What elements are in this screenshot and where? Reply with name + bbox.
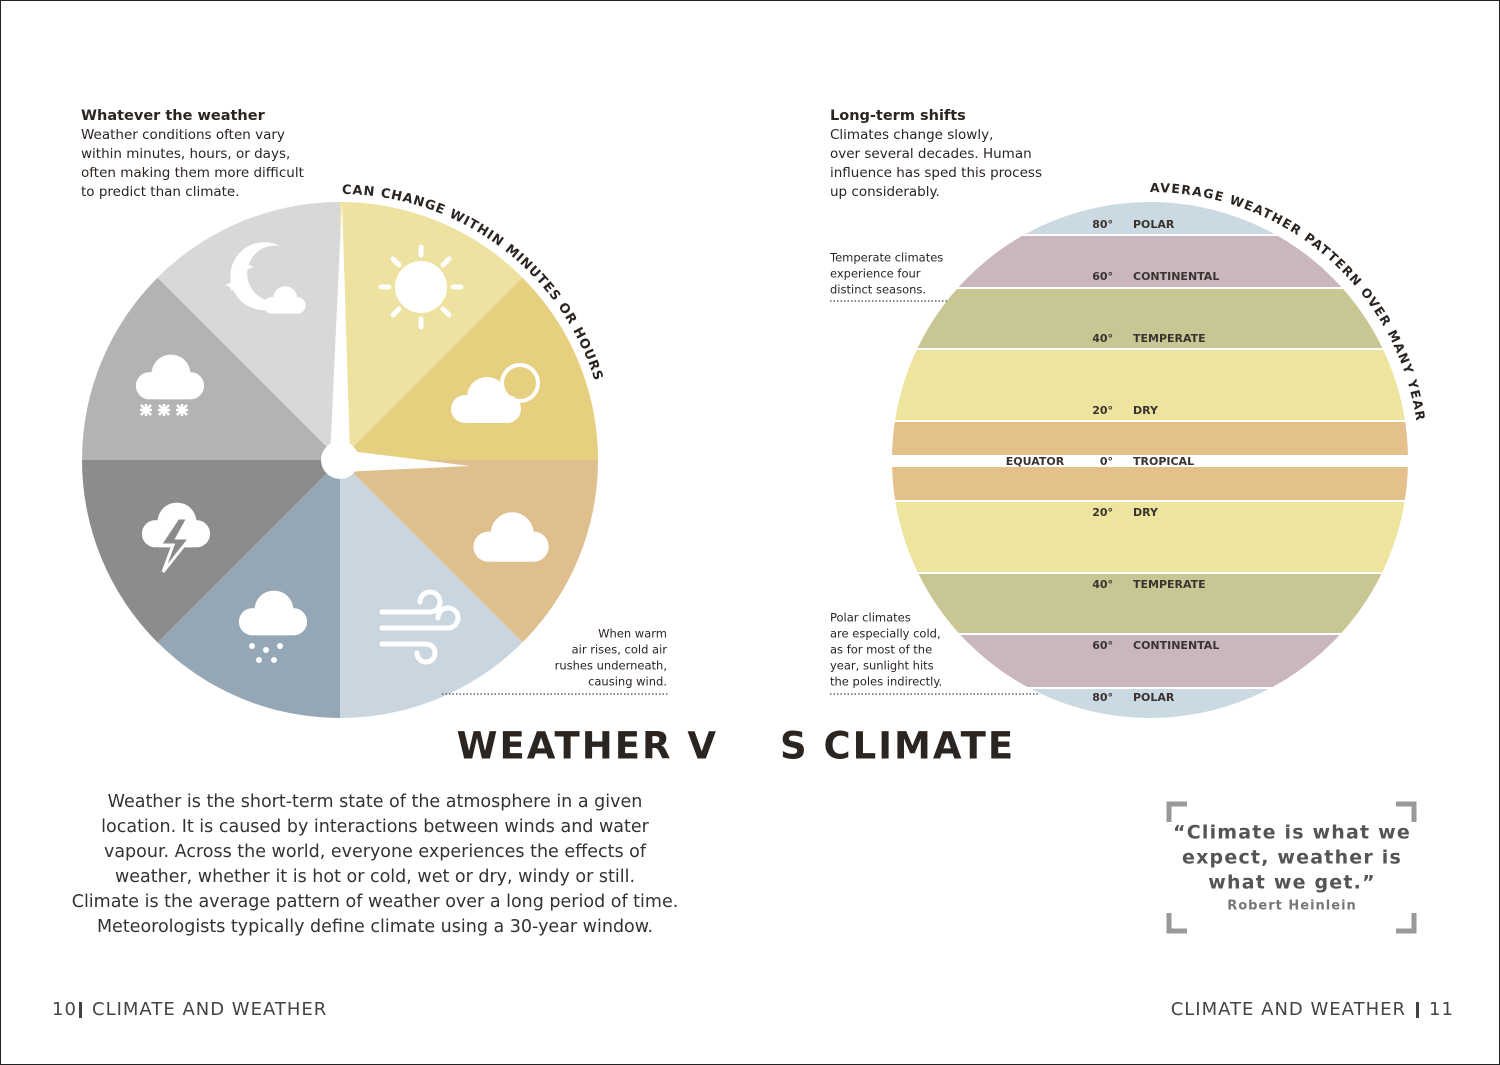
note-line: causing wind.	[588, 675, 667, 689]
note-line: as for most of the	[830, 643, 932, 657]
weather-icons	[135, 242, 549, 665]
body-line: Meteorologists typically define climate …	[97, 917, 653, 937]
wheel-sector	[157, 202, 340, 460]
climate-band	[892, 467, 1408, 500]
climate-band	[892, 289, 1408, 348]
band-latitude: 40°	[1092, 578, 1113, 591]
band-name: CONTINENTAL	[1133, 270, 1219, 283]
clock-hands	[321, 200, 470, 479]
equator-label: EQUATOR	[1006, 455, 1065, 468]
band-name: POLAR	[1133, 691, 1175, 704]
note-line: Temperate climates	[829, 251, 943, 265]
note-line: are especially cold,	[830, 627, 941, 641]
separator	[1416, 1002, 1419, 1018]
partly-sunny-icon	[451, 363, 540, 423]
band-latitude: 60°	[1092, 270, 1113, 283]
running-head: CLIMATE AND WEATHER	[92, 999, 327, 1020]
storm-icon	[141, 502, 211, 573]
wind-icon	[379, 589, 461, 665]
note-line: air rises, cold air	[572, 643, 668, 657]
body-line: weather, whether it is hot or cold, wet …	[115, 867, 635, 887]
weather-wheel	[82, 202, 598, 718]
quote-frame	[1166, 801, 1417, 934]
quote-line: expect, weather is	[1182, 847, 1402, 869]
wheel-sector	[340, 460, 598, 643]
band-name: TEMPERATE	[1133, 332, 1206, 345]
note-line: rushes underneath,	[555, 659, 667, 673]
body-line: location. It is caused by interactions b…	[101, 817, 649, 837]
wheel-sector	[340, 460, 523, 718]
band-name: DRY	[1133, 506, 1159, 519]
separator	[79, 1002, 82, 1018]
note-line: year, sunlight hits	[830, 659, 934, 673]
band-latitude: 20°	[1092, 506, 1113, 519]
note-line: When warm	[598, 627, 667, 641]
quote-author: Robert Heinlein	[1227, 899, 1357, 914]
intro-line: Climates change slowly,	[830, 127, 993, 143]
note-line: distinct seasons.	[830, 283, 926, 297]
band-latitude: 40°	[1092, 332, 1113, 345]
quote-line: “Climate is what we	[1173, 822, 1411, 844]
intro-line: influence has sped this process	[830, 165, 1042, 181]
band-name: TEMPERATE	[1133, 578, 1206, 591]
page-number: 10	[52, 999, 77, 1020]
band-name: DRY	[1133, 404, 1159, 417]
intro-line: over several decades. Human	[830, 146, 1032, 162]
band-name: POLAR	[1133, 218, 1175, 231]
title-part: WEATHER V	[457, 725, 718, 768]
climate-band	[892, 422, 1408, 455]
body-line: vapour. Across the world, everyone exper…	[104, 842, 647, 862]
band-name: CONTINENTAL	[1133, 639, 1219, 652]
note-line: the poles indirectly.	[830, 675, 942, 689]
climate-band	[892, 502, 1408, 572]
body-line: Climate is the average pattern of weathe…	[72, 892, 679, 912]
wheel-sector	[340, 202, 523, 460]
intro-line: up considerably.	[830, 184, 940, 200]
rain-icon	[238, 590, 308, 663]
band-latitude: 20°	[1092, 404, 1113, 417]
heading: Long-term shifts	[830, 108, 966, 124]
running-head: CLIMATE AND WEATHER	[1171, 999, 1406, 1020]
band-latitude: 80°	[1092, 218, 1113, 231]
band-latitude: 0°	[1100, 455, 1113, 468]
intro-line: to predict than climate.	[81, 184, 240, 200]
climate-band	[892, 350, 1408, 420]
quote-line: what we get.”	[1208, 872, 1376, 894]
note-line: experience four	[830, 267, 921, 281]
sun-icon	[378, 244, 464, 330]
wheel-sector	[340, 277, 598, 460]
band-latitude: 60°	[1092, 639, 1113, 652]
wheel-sector	[82, 460, 340, 643]
intro-line: within minutes, hours, or days,	[81, 146, 290, 162]
night-icon	[225, 242, 306, 314]
note-line: Polar climates	[830, 611, 911, 625]
climate-band	[892, 574, 1408, 633]
band-name: TROPICAL	[1133, 455, 1194, 468]
snow-icon	[135, 354, 205, 416]
band-latitude: 80°	[1092, 691, 1113, 704]
heading: Whatever the weather	[81, 108, 266, 124]
page-number: 11	[1429, 999, 1454, 1020]
intro-line: Weather conditions often vary	[81, 127, 285, 143]
intro-line: often making them more difficult	[81, 165, 304, 181]
title-part: S CLIMATE	[780, 725, 1015, 768]
wheel-sector	[157, 460, 340, 718]
body-line: Weather is the short-term state of the a…	[108, 792, 643, 812]
